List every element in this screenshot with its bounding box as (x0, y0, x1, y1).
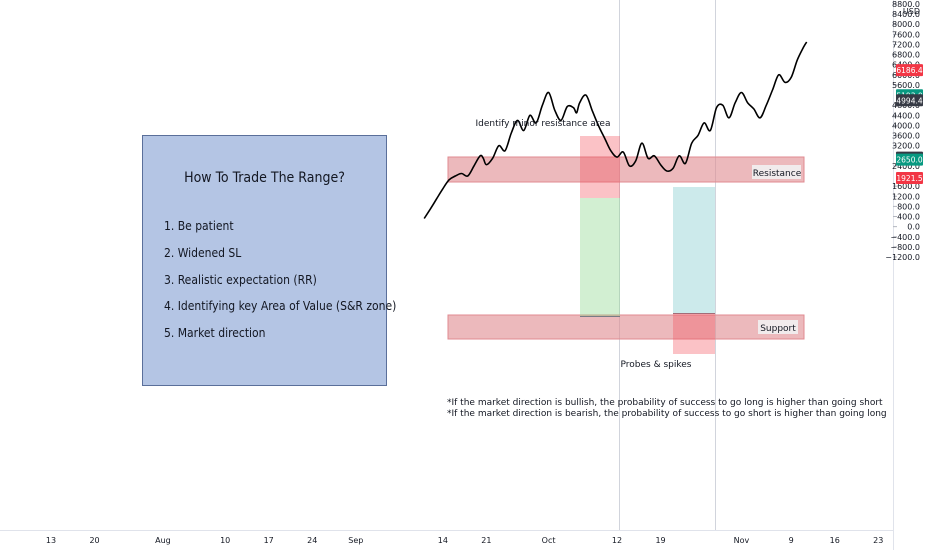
price-badge-label: 4994.4 (896, 96, 922, 105)
price-badge (896, 172, 923, 185)
tip-item: 4. Identifying key Area of Value (S&R zo… (164, 299, 397, 314)
price-line[interactable] (423, 41, 808, 219)
probe-spike-highlight[interactable] (673, 313, 715, 354)
y-tick-label: 3200.0 (892, 142, 920, 151)
y-tick-label: −800.0 (890, 243, 920, 252)
resistance-label: Resistance (753, 169, 802, 179)
probes-spikes-annotation: Probes & spikes (621, 360, 692, 370)
support-zone[interactable] (447, 314, 805, 340)
price-badge (896, 153, 923, 166)
series-layer (423, 41, 808, 219)
x-tick-label: Oct (542, 536, 556, 545)
y-tick-label: 8800.0 (892, 0, 920, 9)
x-tick-label: 20 (89, 536, 99, 545)
minor-resistance-highlight[interactable] (580, 136, 620, 198)
y-tick-label: 8400.0 (892, 10, 920, 19)
y-tick-label: 0.0 (907, 223, 920, 232)
trading-tips-box[interactable]: How To Trade The Range? 1. Be patient 2.… (142, 135, 396, 386)
x-tick-label: 13 (46, 536, 56, 545)
x-tick-label: 21 (481, 536, 491, 545)
y-tick-label: −1200.0 (885, 253, 920, 262)
x-tick-label: 14 (438, 536, 448, 545)
price-badge-label: 6186.4 (896, 66, 922, 75)
y-tick-label: 800.0 (897, 202, 920, 211)
x-tick-label: Sep (348, 536, 363, 545)
y-tick-label: 6800.0 (892, 51, 920, 60)
drop-move-box[interactable] (580, 198, 620, 316)
price-badge-label: 1921.5 (896, 174, 922, 183)
y-tick-label: 4400.0 (892, 111, 920, 120)
grid-layer (0, 0, 894, 550)
y-tick-label: 3600.0 (892, 132, 920, 141)
tip-item: 5. Market direction (164, 326, 266, 341)
y-tick-label: 8000.0 (892, 20, 920, 29)
x-tick-label: 12 (612, 536, 622, 545)
resistance-label-bg (752, 165, 801, 179)
zones-layer: Resistance Support (447, 136, 805, 354)
x-tick-label: 19 (655, 536, 665, 545)
rally-move-box[interactable] (673, 187, 715, 313)
x-tick-label: 9 (789, 536, 794, 545)
y-tick-label: 4000.0 (892, 121, 920, 130)
x-tick-label: 17 (264, 536, 274, 545)
bearish-note: *If the market direction is bearish, the… (447, 409, 887, 419)
bullish-note: *If the market direction is bullish, the… (447, 398, 883, 408)
price-badge (896, 94, 923, 107)
y-axis-unit: USD (903, 7, 920, 16)
y-tick-label: 1200.0 (892, 192, 920, 201)
x-tick-label: 24 (307, 536, 317, 545)
tips-title: How To Trade The Range? (184, 170, 345, 186)
x-tick-label: 16 (830, 536, 840, 545)
support-label-bg (758, 320, 798, 334)
y-tick-label: 1600.0 (892, 182, 920, 191)
x-tick-label: 10 (220, 536, 230, 545)
y-tick-label: 400.0 (897, 213, 920, 222)
y-tick-label: 2400.0 (892, 162, 920, 171)
y-tick-label: 7200.0 (892, 40, 920, 49)
x-axis[interactable]: 13 20 Aug 10 17 24 Sep 14 21 Oct 12 19 Nov 9 16 23 (46, 536, 883, 545)
resistance-zone[interactable] (447, 156, 805, 183)
tip-item: 2. Widened SL (164, 245, 242, 260)
minor-resistance-annotation: Identify minor resistance area (476, 119, 611, 129)
tip-item: 3. Realistic expectation (RR) (164, 272, 317, 287)
y-tick-label: −400.0 (890, 233, 920, 242)
tip-item: 1. Be patient (164, 219, 234, 233)
y-tick-label: 5600.0 (892, 81, 920, 90)
x-tick-label: Aug (155, 536, 171, 545)
price-badge (896, 64, 923, 77)
x-tick-label: 23 (873, 536, 883, 545)
x-tick-label: Nov (734, 536, 750, 545)
annotation-layer: Identify minor resistance area Probes & … (447, 119, 887, 419)
price-badge-label: 2650.0 (896, 156, 922, 165)
support-label: Support (760, 324, 796, 334)
tips-list: 1. Be patient 2. Widened SL 3. Realistic… (164, 218, 396, 352)
y-tick-label: 7600.0 (892, 30, 920, 39)
